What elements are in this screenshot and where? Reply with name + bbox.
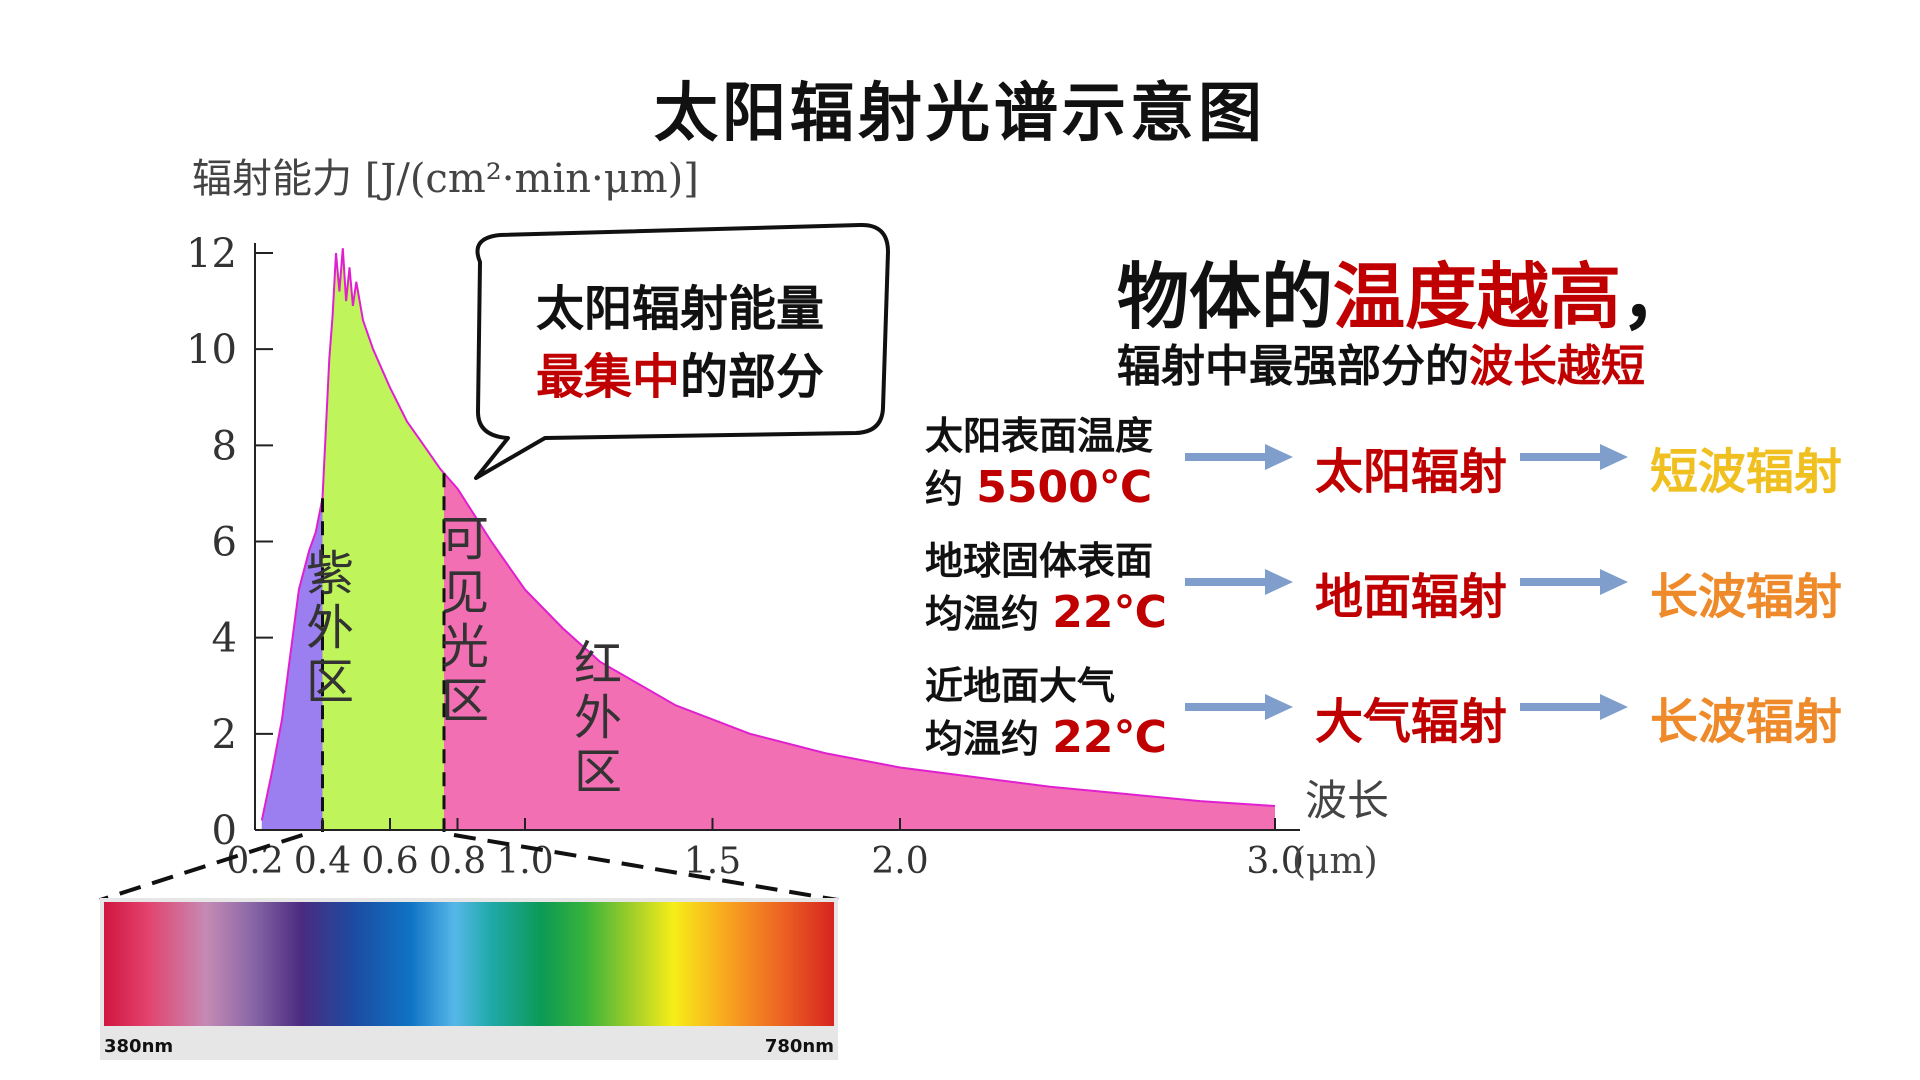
x-tick-label: 3.0 (1246, 841, 1303, 882)
row-radiation-type: 大气辐射 (1315, 694, 1508, 750)
arrow-right-icon (1185, 569, 1293, 595)
x-tick-label: 0.2 (226, 841, 283, 882)
x-axis-label: 波长 (1305, 776, 1389, 825)
row-desc-line2: 约 5500℃ (925, 462, 1153, 515)
row-desc-line2: 均温约 22℃ (925, 712, 1167, 765)
visible-spectrum-strip: 380nm 780nm (100, 898, 838, 1060)
arrow-right-icon (1520, 444, 1628, 470)
claim-line2-red: 波长越短 (1469, 341, 1645, 392)
region-label-char: 区 (574, 744, 622, 800)
region-area (322, 248, 444, 830)
claim-line1-black: 物体的 (1117, 255, 1334, 339)
radiation-row-atmosphere: 近地面大气 均温约 22℃ 大气辐射 长波辐射 (0, 660, 1920, 770)
region-label-char: 区 (306, 654, 354, 710)
x-tick-label: 2.0 (871, 841, 928, 882)
region-label-char: 见 (441, 565, 489, 621)
row-temperature: 22℃ (1052, 587, 1167, 638)
arrow-right-icon (1185, 444, 1293, 470)
row-wave-type: 长波辐射 (1650, 569, 1843, 625)
row-desc-line1: 地球固体表面 (925, 539, 1154, 583)
spectrum-right-label: 780nm (764, 1036, 834, 1057)
region-label-char: 外 (574, 690, 622, 746)
row-desc-line1: 太阳表面温度 (925, 414, 1154, 458)
zoom-line-right (453, 833, 839, 902)
radiation-row-sun: 太阳表面温度 约 5500℃ 太阳辐射 短波辐射 (0, 410, 1920, 520)
callout-line2-red: 最集中 (535, 349, 680, 405)
row-desc-line1: 近地面大气 (925, 664, 1116, 708)
callout-line2: 最集中的部分 (495, 343, 865, 411)
claim-line2-black: 辐射中最强部分的 (1117, 341, 1469, 392)
row-description: 太阳表面温度 约 5500℃ (925, 410, 1153, 515)
zoom-line-left (99, 833, 304, 902)
spectrum-left-label: 380nm (104, 1036, 174, 1057)
region-label-char: 紫 (306, 546, 354, 602)
radiation-row-ground: 地球固体表面 均温约 22℃ 地面辐射 长波辐射 (0, 535, 1920, 645)
region-label-char: 可 (441, 511, 489, 567)
region-label-char: 光 (441, 619, 489, 675)
spectrum-line (260, 248, 1276, 821)
x-tick-label: 0.8 (429, 841, 486, 882)
y-tick-label: 2 (212, 712, 237, 758)
y-axis-label: 辐射能力 [J/(cm²·min·μm)] (192, 156, 699, 202)
y-tick-label: 8 (212, 423, 237, 469)
row-wave-type: 短波辐射 (1650, 444, 1843, 500)
row-radiation-type: 太阳辐射 (1315, 444, 1508, 500)
callout-bubble (474, 222, 890, 480)
callout-line1: 太阳辐射能量 (535, 281, 824, 337)
region-label-char: 红 (574, 636, 622, 692)
chart-areas (260, 248, 1276, 832)
arrow-right-icon (1520, 569, 1628, 595)
zoom-dashed-lines (99, 833, 839, 902)
claim-line1: 物体的温度越高， (1117, 238, 1693, 343)
callout-line2-rest: 的部分 (680, 349, 825, 405)
row-radiation-type: 地面辐射 (1315, 569, 1508, 625)
y-tick-label: 4 (212, 616, 237, 662)
region-area (444, 473, 1275, 830)
x-tick-label: 0.4 (294, 841, 351, 882)
callout-text: 太阳辐射能量 最集中的部分 (495, 275, 865, 411)
y-tick-label: 0 (212, 808, 237, 854)
y-tick-label: 6 (212, 520, 237, 566)
x-axis-unit: (μm) (1292, 841, 1378, 882)
arrow-right-icon (1185, 694, 1293, 720)
claim-line1-red: 温度越高 (1333, 255, 1622, 339)
page-title: 太阳辐射光谱示意图 (654, 77, 1266, 151)
claim-line2: 辐射中最强部分的波长越短 (1117, 330, 1645, 394)
row-temperature: 5500℃ (976, 462, 1152, 513)
row-desc-prefix: 均温约 (925, 717, 1053, 761)
x-tick-label: 0.6 (361, 841, 418, 882)
row-wave-type: 长波辐射 (1650, 694, 1843, 750)
y-tick-label: 10 (186, 327, 237, 373)
claim-line1-comma: ， (1621, 255, 1694, 339)
y-tick-label: 12 (186, 231, 237, 277)
row-desc-prefix: 约 (925, 467, 977, 511)
chart-axes (254, 243, 1300, 831)
region-label-char: 区 (441, 673, 489, 729)
region-label-char: 外 (306, 600, 354, 656)
callout-shape (474, 222, 890, 480)
row-desc-prefix: 均温约 (925, 592, 1053, 636)
row-description: 地球固体表面 均温约 22℃ (925, 535, 1167, 640)
arrow-right-icon (1520, 694, 1628, 720)
row-description: 近地面大气 均温约 22℃ (925, 660, 1167, 765)
row-desc-line2: 均温约 22℃ (925, 587, 1167, 640)
row-temperature: 22℃ (1052, 712, 1167, 763)
spectrum-gradient (104, 902, 834, 1026)
